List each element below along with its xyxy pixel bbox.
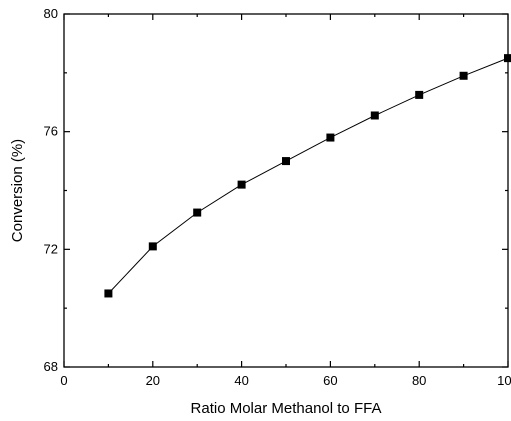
- data-point-marker: [282, 157, 290, 166]
- data-point-marker: [148, 242, 157, 251]
- data-point-marker: [237, 180, 246, 189]
- data-point-marker: [104, 289, 113, 298]
- y-tick-label: 68: [44, 359, 58, 374]
- x-tick-label: 40: [234, 373, 248, 388]
- y-tick-label: 72: [44, 241, 58, 256]
- x-tick-label: 60: [323, 373, 337, 388]
- x-tick-label: 80: [412, 373, 426, 388]
- data-point-marker: [459, 71, 468, 80]
- data-point-marker: [326, 133, 335, 142]
- x-tick-label: 100: [497, 373, 511, 388]
- x-tick-label: 20: [146, 373, 160, 388]
- data-point-marker: [370, 111, 379, 120]
- y-axis-title: Conversion (%): [9, 139, 26, 242]
- data-point-marker: [504, 54, 511, 63]
- x-axis-title: Ratio Molar Methanol to FFA: [191, 400, 382, 417]
- series-line: [108, 57, 509, 294]
- x-tick-label: 0: [60, 373, 67, 388]
- y-tick-label: 76: [44, 124, 58, 139]
- data-point-marker: [415, 90, 424, 99]
- x-axis-ticks: 0 20 40 60 80 100: [60, 14, 511, 388]
- data-point-marker: [193, 208, 202, 217]
- series-layer: [104, 54, 511, 298]
- y-axis-ticks: 68 72 76 80: [44, 6, 508, 374]
- y-tick-label: 80: [44, 6, 58, 21]
